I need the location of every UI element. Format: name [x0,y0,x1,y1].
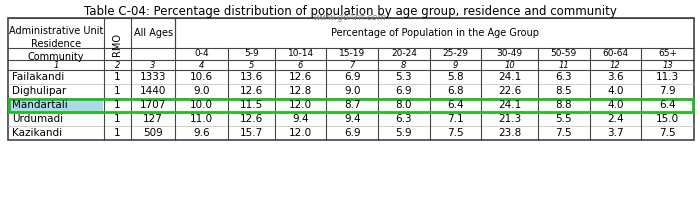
Text: 2.4: 2.4 [607,114,624,124]
Text: 5.3: 5.3 [395,72,412,82]
Text: 7.5: 7.5 [447,128,464,138]
Text: 4.0: 4.0 [607,86,624,96]
Text: 22.6: 22.6 [498,86,522,96]
Text: 24.1: 24.1 [498,100,522,110]
Text: 9.0: 9.0 [344,86,360,96]
Text: 6.3: 6.3 [395,114,412,124]
Text: 6.3: 6.3 [555,72,572,82]
Text: 21.3: 21.3 [498,114,522,124]
Text: 12.0: 12.0 [289,100,312,110]
Text: 6.9: 6.9 [344,72,360,82]
Text: 65+: 65+ [658,50,677,58]
Text: 12.6: 12.6 [240,86,263,96]
Text: 2: 2 [115,61,120,69]
Text: Mandartali: Mandartali [12,100,68,110]
Text: 6.9: 6.9 [395,86,412,96]
Text: 127: 127 [143,114,163,124]
Text: 8.0: 8.0 [395,100,412,110]
Text: Failakandi: Failakandi [12,72,64,82]
Text: 20-24: 20-24 [391,50,416,58]
Text: 12.6: 12.6 [240,114,263,124]
Text: 50-59: 50-59 [551,50,577,58]
Text: 9: 9 [453,61,459,69]
Text: Urdumadi: Urdumadi [12,114,63,124]
Text: 5.5: 5.5 [555,114,572,124]
Bar [8,99,104,111]
Text: 7.9: 7.9 [659,86,676,96]
Text: 10-14: 10-14 [288,50,314,58]
Text: 9.0: 9.0 [193,86,210,96]
Text: 24.1: 24.1 [498,72,522,82]
Text: 8.7: 8.7 [344,100,360,110]
Text: 6.4: 6.4 [659,100,676,110]
Text: 11.5: 11.5 [240,100,263,110]
Text: 15.0: 15.0 [656,114,679,124]
Bar [8,18,694,140]
Text: 12: 12 [610,61,621,69]
Text: 6.4: 6.4 [447,100,464,110]
Text: 1: 1 [114,72,120,82]
Text: 1: 1 [114,100,120,110]
Text: 6.9: 6.9 [344,128,360,138]
Text: 11.3: 11.3 [656,72,679,82]
Text: 5: 5 [248,61,254,69]
Text: 12.0: 12.0 [289,128,312,138]
Text: 12.8: 12.8 [289,86,312,96]
Text: 8.8: 8.8 [555,100,572,110]
Text: 0-4: 0-4 [195,50,209,58]
Text: 15.7: 15.7 [240,128,263,138]
Text: 10.6: 10.6 [190,72,214,82]
Text: 60-64: 60-64 [602,50,629,58]
Text: 25-29: 25-29 [442,50,468,58]
Text: 11.0: 11.0 [190,114,214,124]
Text: 11: 11 [559,61,569,69]
Text: 1333: 1333 [140,72,167,82]
Text: Administrative Unit
Residence
Community: Administrative Unit Residence Community [9,26,103,62]
Text: 7.5: 7.5 [659,128,676,138]
Text: 509: 509 [144,128,163,138]
Text: 9.6: 9.6 [193,128,210,138]
Text: 1: 1 [114,128,120,138]
Text: 5-9: 5-9 [244,50,259,58]
Text: 1440: 1440 [140,86,167,96]
Text: 4.0: 4.0 [607,100,624,110]
Text: Kazikandi: Kazikandi [12,128,62,138]
Text: 1: 1 [114,114,120,124]
Text: 7.1: 7.1 [447,114,464,124]
Text: All Ages: All Ages [134,28,173,38]
Text: 6.8: 6.8 [447,86,464,96]
Text: 10.0: 10.0 [190,100,213,110]
Text: 10: 10 [504,61,515,69]
Text: www.goArif.com: www.goArif.com [314,13,386,22]
Text: 9.4: 9.4 [293,114,309,124]
Text: 9.4: 9.4 [344,114,360,124]
Text: 8.5: 8.5 [555,86,572,96]
Text: 3.6: 3.6 [607,72,624,82]
Text: 4: 4 [199,61,204,69]
Text: 7: 7 [349,61,355,69]
Text: 8: 8 [401,61,407,69]
Text: Table C-04: Percentage distribution of population by age group, residence and co: Table C-04: Percentage distribution of p… [83,5,617,18]
Text: 13: 13 [662,61,673,69]
Text: RMO: RMO [113,32,122,56]
Text: 23.8: 23.8 [498,128,522,138]
Text: Dighulipar: Dighulipar [12,86,66,96]
Text: 3: 3 [150,61,156,69]
Text: 6: 6 [298,61,303,69]
Text: 7.5: 7.5 [555,128,572,138]
Text: 12.6: 12.6 [289,72,312,82]
Text: 30-49: 30-49 [496,50,523,58]
Text: 1: 1 [53,61,59,69]
Text: 13.6: 13.6 [240,72,263,82]
Text: Percentage of Population in the Age Group: Percentage of Population in the Age Grou… [330,28,538,38]
Text: 1707: 1707 [140,100,167,110]
Text: 5.9: 5.9 [395,128,412,138]
Text: 15-19: 15-19 [339,50,365,58]
Text: 5.8: 5.8 [447,72,464,82]
Text: 3.7: 3.7 [607,128,624,138]
Text: 1: 1 [114,86,120,96]
Bar [9,99,693,111]
